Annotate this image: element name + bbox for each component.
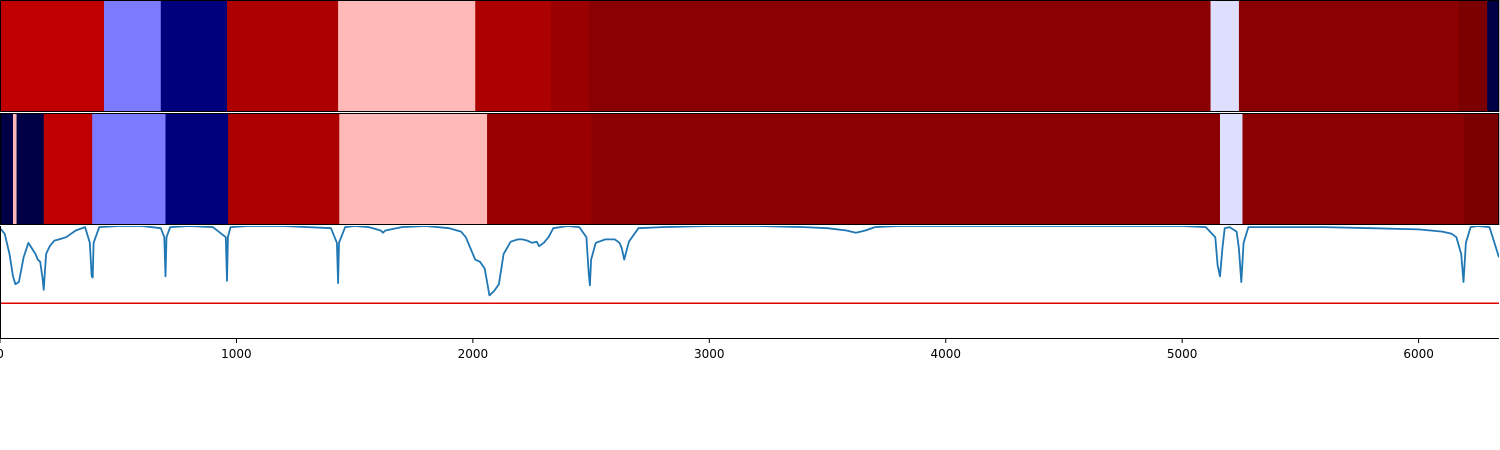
heatmap-cell: [43, 113, 93, 225]
heatmap-cell: [487, 113, 592, 225]
heatmap-cell: [339, 113, 488, 225]
heatmap-cell: [1210, 0, 1240, 112]
x-tick-label: 6000: [1403, 347, 1434, 361]
x-axis: 0 1000 2000 3000 4000 5000 6000: [0, 338, 1434, 361]
heatmap-cell: [591, 113, 1221, 225]
x-tick-label: 1000: [221, 347, 252, 361]
heatmap-frame: [0, 113, 1499, 225]
heatmap-cell: [16, 113, 45, 225]
heatmap-cell: [226, 0, 339, 112]
x-tick-label: 2000: [458, 347, 489, 361]
heatmap-cell: [1238, 0, 1460, 112]
x-tick-label: 5000: [1167, 347, 1198, 361]
heatmap-cell: [92, 113, 166, 225]
x-tick-label: 3000: [694, 347, 725, 361]
heatmap-cell: [13, 113, 17, 225]
heatmap-cell: [0, 0, 105, 112]
line-chart-panel: [0, 226, 1499, 339]
heatmap-track-bottom: [0, 113, 1500, 225]
heatmap-cell: [1220, 113, 1243, 225]
heatmap-cell: [475, 0, 552, 112]
heatmap-cell: [1487, 0, 1500, 112]
x-tick-label: 0: [0, 347, 4, 361]
heatmap-cell: [338, 0, 476, 112]
heatmap-track-top: [0, 0, 1500, 112]
heatmap-cell: [588, 0, 1211, 112]
heatmap-cell: [228, 113, 340, 225]
plot-background: [0, 226, 1499, 338]
heatmap-cell: [165, 113, 229, 225]
heatmap-cell: [104, 0, 162, 112]
heatmap-cell: [1463, 113, 1500, 225]
heatmap-cell: [160, 0, 228, 112]
series-line: [0, 226, 1499, 297]
heatmap-cell: [0, 113, 14, 225]
heatmap-frame: [0, 0, 1499, 112]
heatmap-cell: [1458, 0, 1488, 112]
heatmap-cell: [1242, 113, 1464, 225]
heatmap-cell: [550, 0, 590, 112]
x-tick-label: 4000: [930, 347, 961, 361]
